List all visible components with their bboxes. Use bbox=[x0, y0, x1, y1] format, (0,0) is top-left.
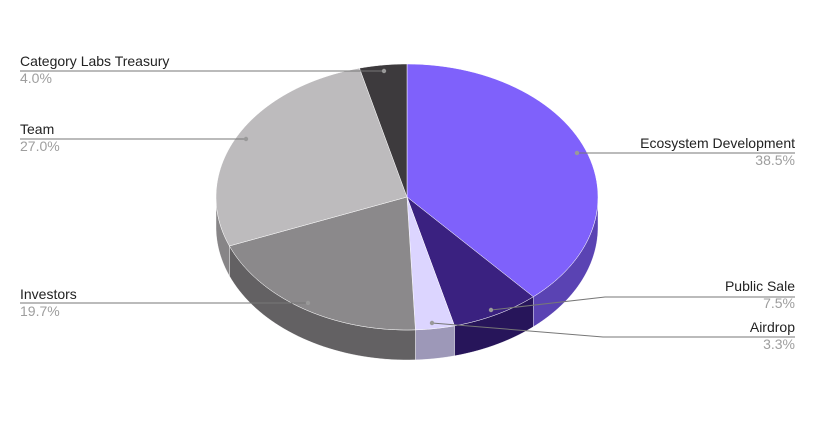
slice bbox=[215, 67, 408, 247]
leader-line bbox=[431, 322, 795, 338]
slice-pct: 19.7% bbox=[20, 303, 60, 319]
label-public-sale: Public Sale 7.5% bbox=[725, 278, 795, 312]
label-investors: Investors 19.7% bbox=[20, 286, 77, 320]
slice-label: Category Labs Treasury bbox=[20, 53, 170, 69]
label-treasury: Category Labs Treasury 4.0% bbox=[20, 53, 169, 87]
leader-dot bbox=[381, 68, 387, 74]
slice-label: Airdrop bbox=[749, 319, 795, 335]
slice-pct: 38.5% bbox=[755, 152, 795, 168]
slice-pct: 7.5% bbox=[763, 295, 795, 311]
leader-dot bbox=[574, 150, 580, 156]
leader-dot bbox=[429, 320, 435, 326]
slice-label: Ecosystem Development bbox=[640, 135, 795, 151]
leader-line bbox=[490, 296, 795, 311]
leader-dot bbox=[305, 300, 311, 306]
label-airdrop: Airdrop 3.3% bbox=[750, 319, 795, 353]
slice-pct: 3.3% bbox=[763, 336, 795, 352]
slice bbox=[406, 63, 599, 298]
slice-side bbox=[415, 325, 455, 361]
slice bbox=[359, 63, 408, 198]
slice bbox=[229, 196, 416, 331]
slice bbox=[406, 196, 534, 327]
leader-dot bbox=[243, 136, 249, 142]
slice-label: Team bbox=[20, 121, 55, 137]
slice-pct: 4.0% bbox=[20, 70, 52, 86]
slice-pct: 27.0% bbox=[20, 138, 60, 154]
label-team: Team 27.0% bbox=[20, 121, 60, 155]
slice-label: Investors bbox=[20, 286, 77, 302]
slice bbox=[406, 196, 455, 331]
leader-dot bbox=[488, 307, 494, 313]
label-ecosystem: Ecosystem Development 38.5% bbox=[640, 135, 795, 169]
slice-label: Public Sale bbox=[724, 278, 795, 294]
